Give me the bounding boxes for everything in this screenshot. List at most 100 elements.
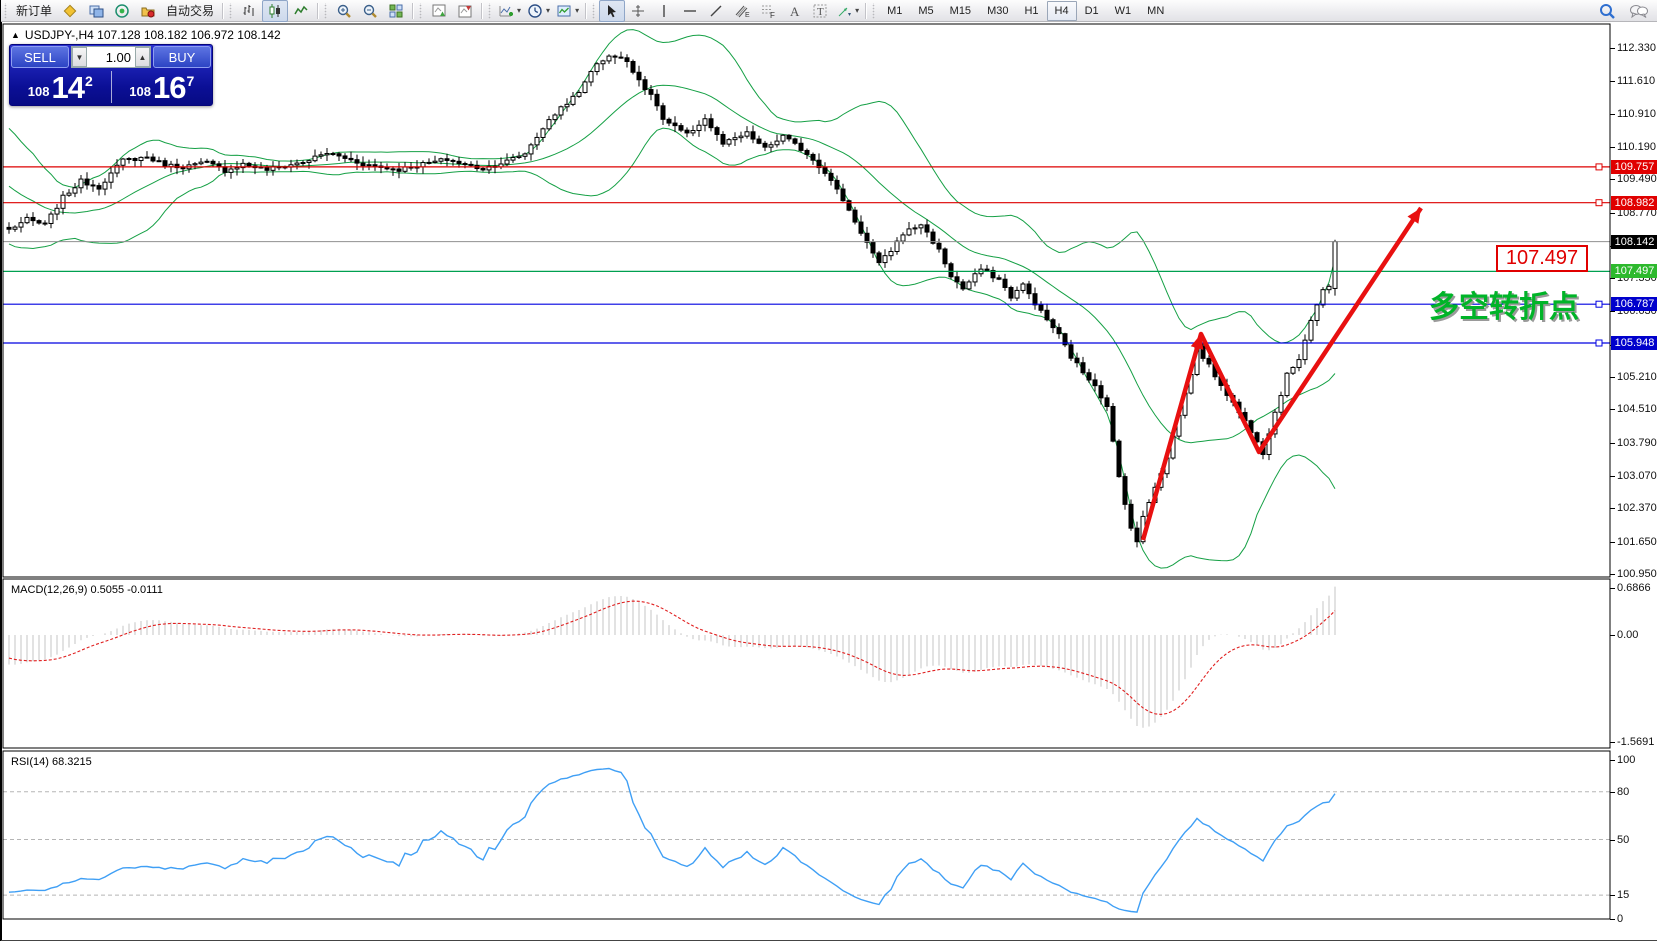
horizontal-line-icon — [682, 3, 698, 19]
templates-icon-dropdown[interactable]: ▾ — [575, 6, 580, 15]
search-button[interactable] — [1594, 0, 1620, 22]
equidistant-channel-icon[interactable]: E — [729, 0, 755, 22]
crosshair-icon[interactable] — [625, 0, 651, 22]
svg-text:T: T — [817, 6, 824, 18]
timeframe-h4[interactable]: H4 — [1046, 0, 1077, 21]
price-tick-label: 104.510 — [1617, 403, 1657, 416]
text-icon[interactable]: A — [781, 0, 807, 22]
toolbar-separator — [412, 2, 414, 19]
sell-button[interactable]: SELL — [11, 46, 69, 68]
buy-price[interactable]: 108 16 7 — [112, 69, 213, 105]
zoom-in-icon[interactable] — [331, 0, 357, 22]
timeframe-m30[interactable]: M30 — [979, 1, 1016, 21]
toolbar-grip[interactable] — [871, 2, 877, 19]
price-tick-label: 109.490 — [1617, 173, 1657, 186]
crosshair-icon — [630, 3, 646, 19]
chart-window[interactable]: ▲ USDJPY-,H4 107.128 108.182 106.972 108… — [1, 22, 1657, 941]
collapse-icon[interactable]: ▲ — [11, 30, 20, 40]
price-level-badge: 109.757 — [1611, 159, 1657, 174]
price-tick-mark — [1610, 741, 1615, 743]
auto-scroll-icon[interactable] — [426, 0, 452, 22]
text-label-icon[interactable]: T — [807, 0, 833, 22]
line-chart-mode-icon[interactable] — [288, 0, 314, 22]
fibonacci-icon[interactable]: F — [755, 0, 781, 22]
timeframe-m15[interactable]: M15 — [942, 1, 979, 21]
price-tick-mark — [1610, 81, 1615, 83]
zoom-out-icon — [362, 3, 378, 19]
toolbar-grip[interactable] — [487, 2, 493, 19]
arrows-shapes-icon[interactable]: ▾ — [833, 0, 862, 22]
new-order-button[interactable]: 新订单 — [11, 0, 57, 22]
templates-icon[interactable]: ▾ — [553, 0, 582, 22]
tile-windows-icon — [388, 3, 404, 19]
metaeditor-icon — [62, 3, 78, 19]
toolbar-grip[interactable] — [591, 2, 597, 19]
price-tick-label: 103.790 — [1617, 436, 1657, 449]
price-tick-mark — [1610, 113, 1615, 115]
svg-text:A: A — [790, 4, 800, 19]
volume-input[interactable] — [87, 47, 135, 67]
timeframe-w1[interactable]: W1 — [1107, 1, 1140, 21]
timeframe-h1-label: H1 — [1024, 4, 1039, 17]
buy-button[interactable]: BUY — [153, 46, 211, 68]
toolbar-grip[interactable] — [228, 2, 234, 19]
timeframe-m30-label: M30 — [987, 4, 1009, 17]
sell-price-pips: 14 — [51, 70, 84, 105]
volume-decrease-button[interactable]: ▼ — [72, 47, 87, 67]
bar-chart-mode-icon — [241, 3, 257, 19]
fibonacci-icon: F — [760, 3, 776, 19]
volume-increase-button[interactable]: ▲ — [135, 47, 150, 67]
price-tick-mark — [1610, 791, 1615, 793]
tile-windows-icon[interactable] — [383, 0, 409, 22]
price-callout-label[interactable]: 107.497 — [1496, 245, 1588, 272]
timeframe-mn[interactable]: MN — [1139, 1, 1172, 21]
terminal-window-icon[interactable] — [83, 0, 109, 22]
autotrading-button[interactable]: 自动交易 — [161, 0, 219, 22]
timeframe-m5-label: M5 — [918, 4, 934, 17]
timeframe-m5[interactable]: M5 — [910, 1, 941, 21]
timeframe-d1[interactable]: D1 — [1077, 1, 1107, 21]
indicators-icon-dropdown[interactable]: ▾ — [517, 6, 522, 15]
toolbar-grip[interactable] — [418, 2, 424, 19]
vertical-line-icon[interactable] — [651, 0, 677, 22]
chart-shift-icon[interactable] — [452, 0, 478, 22]
price-tick-mark — [1610, 311, 1615, 313]
price-tick-label: 100 — [1617, 754, 1636, 766]
timeframe-h1[interactable]: H1 — [1016, 1, 1046, 21]
timeframe-h4-label: H4 — [1054, 4, 1069, 17]
price-level-badge: 106.787 — [1611, 297, 1657, 312]
trendline-icon[interactable] — [703, 0, 729, 22]
periods-icon[interactable]: ▾ — [524, 0, 553, 22]
price-tick-mark — [1610, 760, 1615, 761]
sell-price[interactable]: 108 14 2 — [10, 69, 111, 105]
price-tick-mark — [1610, 475, 1615, 477]
price-tick-label: 0.6866 — [1617, 582, 1651, 595]
indicators-icon — [498, 3, 514, 19]
timeframe-m1[interactable]: M1 — [879, 1, 910, 21]
price-tick-label: -1.5691 — [1617, 735, 1655, 748]
metaeditor-icon[interactable] — [57, 0, 83, 22]
price-tick-label: 112.330 — [1617, 42, 1656, 54]
price-tick-label: 101.650 — [1617, 535, 1657, 548]
turning-point-annotation[interactable]: 多空转折点 — [1429, 291, 1579, 324]
indicators-icon[interactable]: ▾ — [495, 0, 524, 22]
toolbar-grip[interactable] — [323, 2, 329, 19]
sell-price-handle: 108 — [27, 84, 50, 99]
arrows-shapes-icon-dropdown[interactable]: ▾ — [855, 6, 860, 15]
trade-panel-divider — [110, 71, 112, 103]
periods-icon-dropdown[interactable]: ▾ — [546, 6, 551, 15]
price-tick-label: 102.370 — [1617, 502, 1657, 515]
bar-chart-mode-icon[interactable] — [236, 0, 262, 22]
cursor-icon[interactable] — [599, 0, 626, 22]
horizontal-line-icon[interactable] — [677, 0, 703, 22]
price-tick-mark — [1610, 541, 1615, 543]
price-tick-mark — [1610, 895, 1615, 897]
buy-price-handle: 108 — [129, 84, 151, 99]
chat-button[interactable] — [1626, 0, 1652, 22]
candlestick-mode-icon[interactable] — [262, 0, 289, 22]
signals-icon[interactable] — [109, 0, 135, 22]
toolbar-separator — [865, 2, 867, 19]
history-data-icon[interactable] — [135, 0, 161, 22]
toolbar-grip[interactable] — [3, 2, 8, 19]
zoom-out-icon[interactable] — [357, 0, 383, 22]
